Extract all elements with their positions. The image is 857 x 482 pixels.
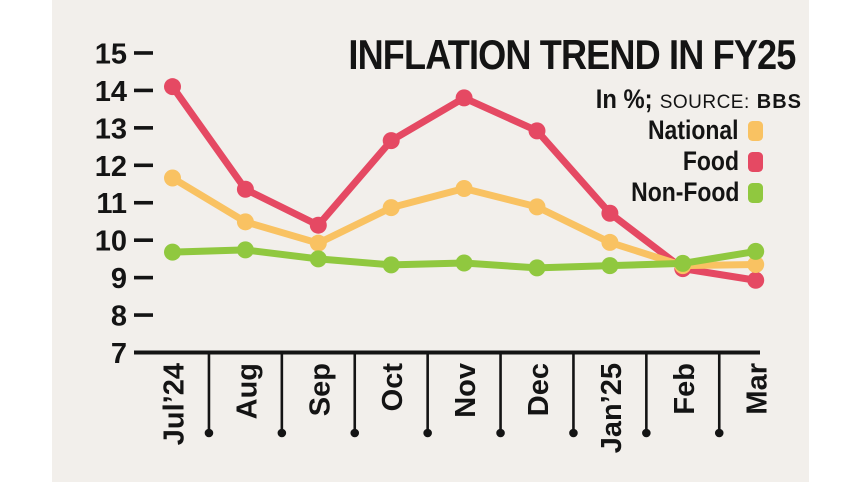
data-point <box>236 241 254 259</box>
y-tick <box>134 313 153 317</box>
x-axis-label: Oct <box>377 363 409 412</box>
data-point <box>528 122 546 140</box>
data-point <box>601 204 619 222</box>
legend-label-national: National <box>648 115 739 145</box>
x-axis-label: Nov <box>450 363 482 418</box>
y-tick-label: 14 <box>95 76 127 108</box>
legend-item-food: Food <box>673 146 763 176</box>
y-tick <box>134 275 153 280</box>
x-tick-dot <box>714 428 724 438</box>
data-point <box>674 254 692 272</box>
legend: National Food Non-Food <box>500 115 763 207</box>
legend-swatch-nonfood <box>748 182 763 203</box>
x-axis-label: Jul’24 <box>159 363 191 445</box>
x-axis-label: Mar <box>742 363 774 415</box>
legend-swatch-food <box>748 151 763 172</box>
series-nonfood <box>164 241 765 277</box>
legend-item-nonfood: Non-Food <box>612 177 763 207</box>
x-axis: Jul’24 Aug Sep Oct Nov Dec Jan’25 Feb Mar <box>159 352 774 453</box>
data-point <box>601 233 619 251</box>
x-tick-dot <box>642 428 651 438</box>
data-point <box>164 169 181 187</box>
data-point <box>601 257 619 275</box>
data-point <box>382 132 400 150</box>
source-value: BBS <box>756 91 802 113</box>
y-tick-label: 15 <box>95 38 127 70</box>
x-tick-dot <box>423 428 432 438</box>
x-tick-dot <box>277 428 287 438</box>
chart-series <box>164 78 765 289</box>
chart-title-text: INFLATION TREND IN FY25 <box>348 31 796 78</box>
data-point <box>382 256 400 274</box>
y-tick <box>134 88 153 93</box>
data-point <box>455 180 473 198</box>
data-point <box>382 199 400 217</box>
data-point <box>164 243 181 261</box>
chart-title: INFLATION TREND IN FY25 <box>312 31 810 78</box>
y-tick <box>134 238 153 242</box>
data-point <box>455 254 473 272</box>
chart-subtitle: In %; SOURCE: BBS <box>420 84 802 115</box>
y-tick-label: 11 <box>96 188 127 220</box>
y-axis: 15 14 13 12 11 10 9 8 7 <box>95 38 760 370</box>
data-point <box>747 271 765 289</box>
x-axis-label: Feb <box>669 363 701 415</box>
y-tick-label: 12 <box>95 151 127 183</box>
series-national <box>164 169 765 275</box>
x-axis-label: Jan’25 <box>596 363 628 453</box>
data-point <box>309 216 327 234</box>
legend-item-national: National <box>632 115 763 145</box>
y-tick-label: 7 <box>111 338 127 370</box>
data-point <box>309 250 327 268</box>
x-tick-dot <box>496 428 505 438</box>
y-tick <box>134 200 153 205</box>
data-point <box>747 242 765 260</box>
data-point <box>164 78 181 96</box>
y-tick-label: 8 <box>111 301 127 333</box>
x-tick-dot <box>569 428 578 438</box>
x-tick-dot <box>204 428 214 438</box>
data-point <box>528 259 546 277</box>
x-tick-dot <box>350 428 360 438</box>
data-point <box>236 180 254 198</box>
x-axis-label: Dec <box>523 363 555 416</box>
legend-label-nonfood: Non-Food <box>630 177 739 207</box>
y-tick-label: 13 <box>95 113 127 145</box>
x-axis-label: Sep <box>304 363 336 416</box>
data-point <box>455 89 473 107</box>
y-tick <box>134 126 153 130</box>
legend-swatch-national <box>748 120 763 141</box>
x-axis-baseline <box>134 350 760 355</box>
chart-background-panel <box>52 0 809 482</box>
y-tick-label: 9 <box>111 263 127 295</box>
data-point <box>309 234 327 252</box>
unit-label: In %; <box>595 84 653 114</box>
data-point <box>528 198 546 216</box>
y-tick-label: 10 <box>95 226 127 258</box>
source-label: SOURCE: <box>659 92 750 113</box>
data-point <box>236 213 254 231</box>
y-tick <box>134 163 153 168</box>
series-food <box>164 78 765 289</box>
data-point <box>747 256 765 274</box>
y-tick <box>134 51 153 55</box>
legend-label-food: Food <box>682 146 739 176</box>
x-axis-label: Aug <box>231 363 263 419</box>
